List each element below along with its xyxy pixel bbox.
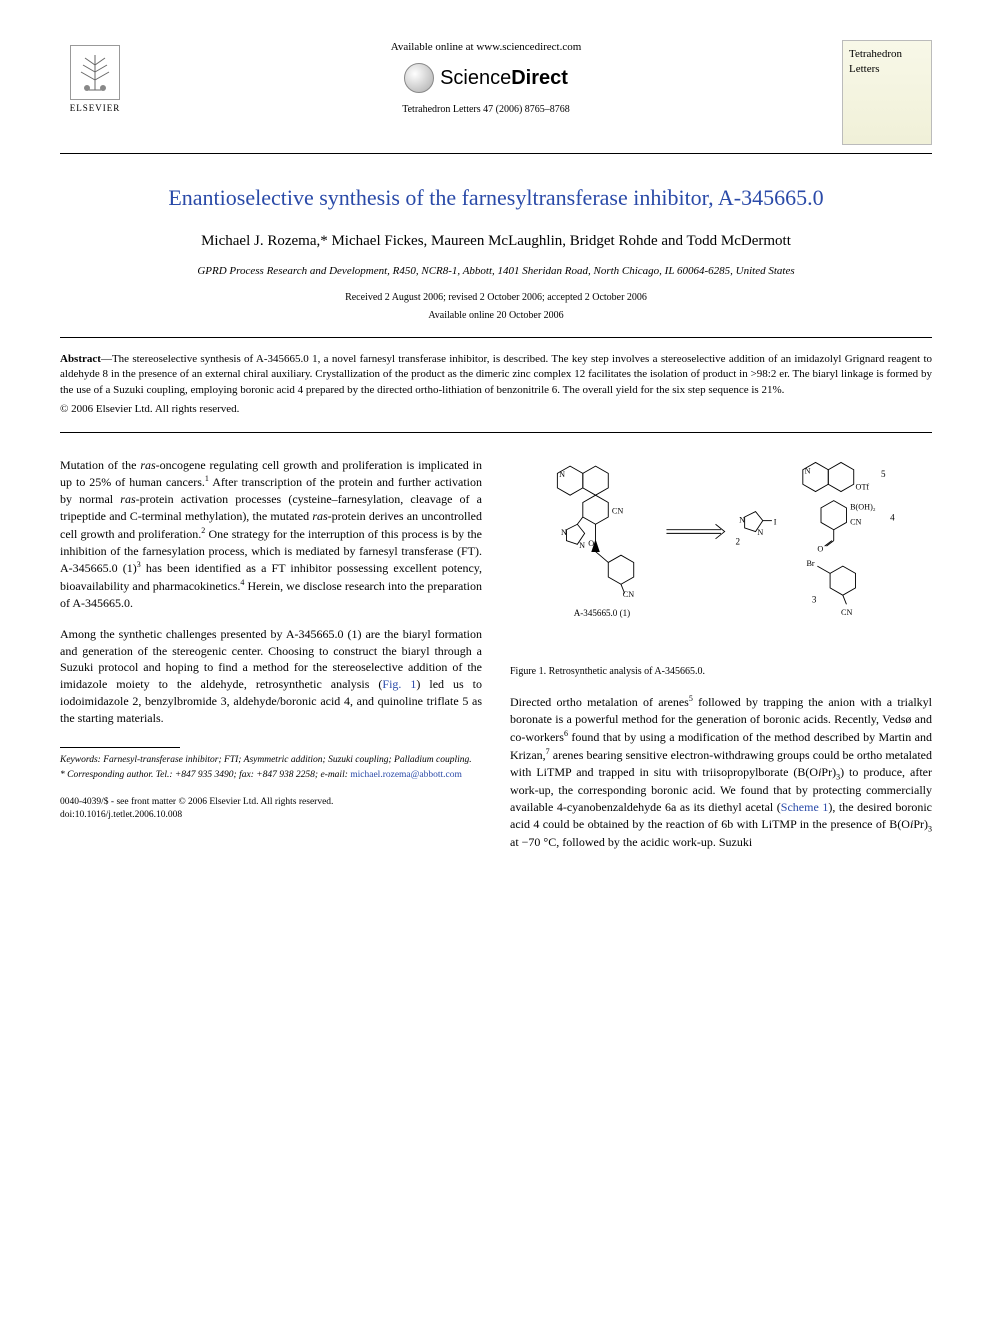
body-columns: Mutation of the ras-oncogene regulating …: [60, 457, 932, 866]
center-header: Available online at www.sciencedirect.co…: [130, 40, 842, 117]
doi-line: doi:10.1016/j.tetlet.2006.10.008: [60, 809, 482, 822]
figure-1: N CN N N O CN: [510, 457, 932, 680]
paragraph-1: Mutation of the ras-oncogene regulating …: [60, 457, 482, 612]
header-rule: [60, 153, 932, 154]
paragraph-2: Among the synthetic challenges presented…: [60, 626, 482, 727]
svg-text:N: N: [757, 528, 763, 537]
svg-text:B(OH)₂: B(OH)₂: [850, 502, 876, 511]
compound-1-label: A-345665.0 (1): [574, 608, 630, 618]
sciencedirect-logo: ScienceDirect: [150, 63, 822, 93]
abstract-label: Abstract: [60, 353, 101, 365]
footnote-separator: [60, 747, 180, 748]
journal-cover: Tetrahedron Letters: [842, 40, 932, 145]
abstract-top-rule: [60, 337, 932, 338]
elsevier-logo: ELSEVIER: [60, 40, 130, 120]
journal-name-1: Tetrahedron: [849, 47, 925, 62]
available-online-text: Available online at www.sciencedirect.co…: [150, 40, 822, 55]
svg-text:N: N: [739, 515, 745, 524]
svg-text:N: N: [561, 528, 567, 537]
abstract-bottom-rule: [60, 432, 932, 433]
svg-text:N: N: [559, 470, 565, 479]
svg-text:2: 2: [736, 536, 741, 546]
svg-text:N: N: [579, 540, 585, 549]
svg-text:Br: Br: [806, 559, 814, 568]
journal-header: ELSEVIER Available online at www.science…: [60, 40, 932, 145]
svg-text:N: N: [805, 466, 811, 475]
left-column: Mutation of the ras-oncogene regulating …: [60, 457, 482, 866]
abstract-text: —The stereoselective synthesis of A-3456…: [60, 353, 932, 396]
figure-1-svg: N CN N N O CN: [510, 457, 932, 657]
figure-1-link[interactable]: Fig. 1: [382, 677, 416, 691]
sciencedirect-ball-icon: [404, 63, 434, 93]
svg-text:CN: CN: [850, 517, 861, 526]
right-column: N CN N N O CN: [510, 457, 932, 866]
svg-text:CN: CN: [841, 608, 852, 617]
corresponding-author-footnote: * Corresponding author. Tel.: +847 935 3…: [60, 769, 482, 782]
abstract: Abstract—The stereoselective synthesis o…: [60, 352, 932, 398]
doi-block: 0040-4039/$ - see front matter © 2006 El…: [60, 796, 482, 823]
svg-text:OTf: OTf: [856, 482, 870, 491]
journal-name-2: Letters: [849, 62, 925, 77]
elsevier-label: ELSEVIER: [70, 102, 121, 115]
paragraph-3: Directed ortho metalation of arenes5 fol…: [510, 693, 932, 851]
svg-text:4: 4: [890, 512, 895, 522]
available-online-date: Available online 20 October 2006: [60, 309, 932, 323]
article-title: Enantioselective synthesis of the farnes…: [100, 184, 892, 213]
affiliation: GPRD Process Research and Development, R…: [100, 264, 892, 279]
received-dates: Received 2 August 2006; revised 2 Octobe…: [60, 291, 932, 305]
elsevier-tree-icon: [70, 45, 120, 100]
keywords-footnote: Keywords: Farnesyl-transferase inhibitor…: [60, 754, 482, 767]
figure-1-caption: Figure 1. Retrosynthetic analysis of A-3…: [510, 665, 932, 679]
scheme-1-link[interactable]: Scheme 1: [781, 800, 829, 814]
citation-line: Tetrahedron Letters 47 (2006) 8765–8768: [150, 103, 822, 117]
svg-text:I: I: [774, 517, 777, 526]
svg-text:O: O: [817, 544, 823, 553]
issn-line: 0040-4039/$ - see front matter © 2006 El…: [60, 796, 482, 809]
sciencedirect-text: ScienceDirect: [440, 64, 568, 92]
abstract-copyright: © 2006 Elsevier Ltd. All rights reserved…: [60, 402, 932, 417]
svg-text:CN: CN: [623, 590, 634, 599]
authors: Michael J. Rozema,* Michael Fickes, Maur…: [60, 231, 932, 252]
author-email-link[interactable]: michael.rozema@abbott.com: [350, 770, 462, 780]
svg-text:5: 5: [881, 469, 886, 479]
svg-text:3: 3: [812, 594, 817, 604]
svg-text:CN: CN: [612, 506, 623, 515]
